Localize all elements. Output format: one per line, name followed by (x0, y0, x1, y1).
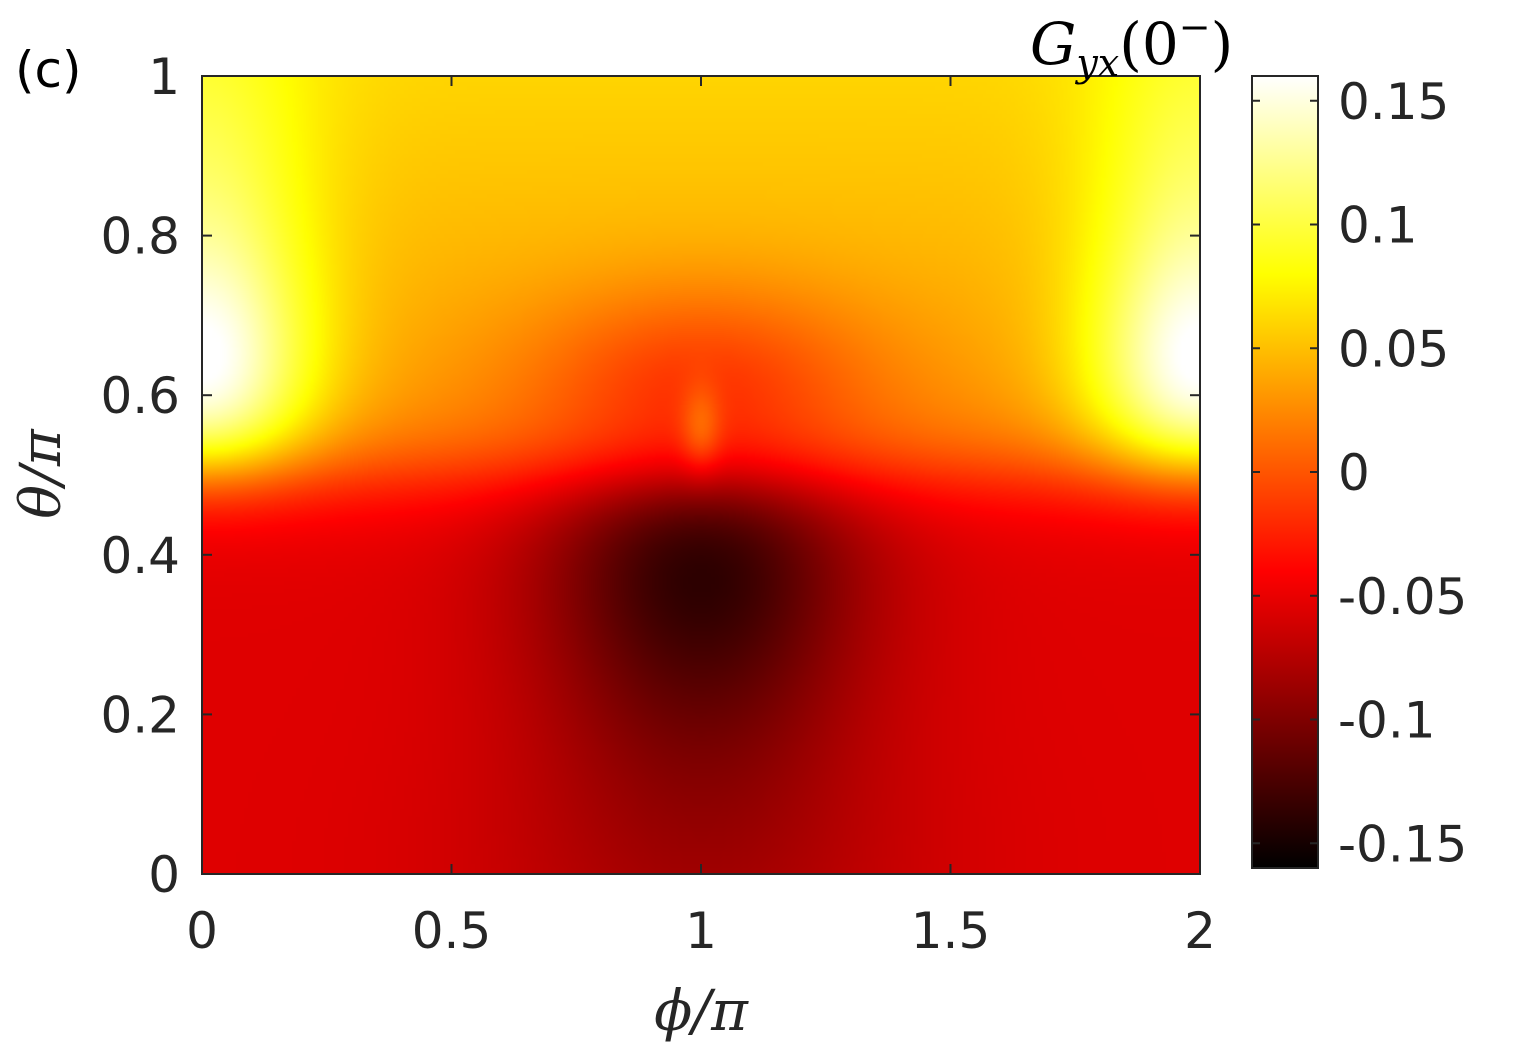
x-tick-label: 1.5 (911, 902, 991, 960)
y-tick-label: 0.2 (100, 686, 180, 744)
colorbar-title-arg-open: (0 (1119, 10, 1179, 78)
colorbar-title: Gyx(0−) (1030, 5, 1233, 85)
colorbar-gradient (1251, 75, 1319, 869)
y-tick-label: 0.8 (100, 208, 180, 266)
colorbar-tick-label: 0 (1338, 444, 1370, 502)
x-ticks: 0 0.5 1 1.5 2 (186, 76, 1216, 960)
colorbar-title-arg-close: ) (1211, 10, 1234, 78)
heatmap-image (202, 76, 1200, 874)
colorbar-tick-label: 0.15 (1338, 73, 1449, 131)
colorbar-title-base: G (1030, 10, 1076, 78)
y-tick-label: 1 (148, 48, 180, 106)
colorbar-ticks: -0.15 -0.1 -0.05 0 0.05 0.1 0.15 (1252, 73, 1467, 873)
x-tick-label: 0 (186, 902, 218, 960)
colorbar-tick-label: -0.1 (1338, 692, 1436, 750)
x-tick-label: 1 (685, 902, 717, 960)
colorbar: -0.15 -0.1 -0.05 0 0.05 0.1 0.15 Gyx(0−) (1030, 5, 1467, 873)
panel-label: (c) (15, 41, 82, 99)
x-axis-label: ϕ/π (654, 979, 749, 1044)
y-tick-label: 0 (148, 846, 180, 904)
colorbar-tick-label: -0.05 (1338, 568, 1467, 626)
y-axis-label: θ/π (9, 428, 74, 519)
colorbar-tick-label: 0.05 (1338, 320, 1449, 378)
colorbar-tick-label: 0.1 (1338, 197, 1418, 255)
x-tick-label: 0.5 (412, 902, 492, 960)
heatmap (201, 75, 1201, 875)
y-tick-label: 0.4 (100, 527, 180, 585)
colorbar-title-sup: − (1179, 5, 1211, 49)
colorbar-title-sub: yx (1074, 41, 1119, 85)
x-tick-label: 2 (1184, 902, 1216, 960)
y-ticks: 0 0.2 0.4 0.6 0.8 1 (100, 48, 1200, 904)
colorbar-tick-label: -0.15 (1338, 815, 1467, 873)
y-tick-label: 0.6 (100, 367, 180, 425)
